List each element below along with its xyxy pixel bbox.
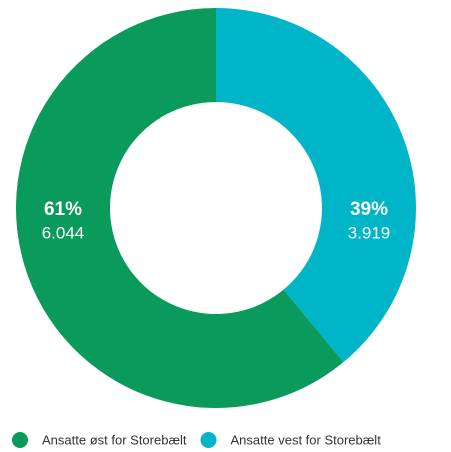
donut-segment <box>15 8 344 408</box>
count-label: 6.044 <box>42 223 85 242</box>
legend-marker <box>12 432 28 448</box>
legend-marker <box>200 432 217 448</box>
percent-label: 39% <box>350 199 388 220</box>
legend-label: Ansatte øst for Storebælt <box>42 432 187 447</box>
legend-label: Ansatte vest for Storebælt <box>231 432 382 447</box>
donut-segment <box>216 8 416 363</box>
percent-label: 61% <box>44 199 82 220</box>
count-label: 3.919 <box>348 223 391 242</box>
